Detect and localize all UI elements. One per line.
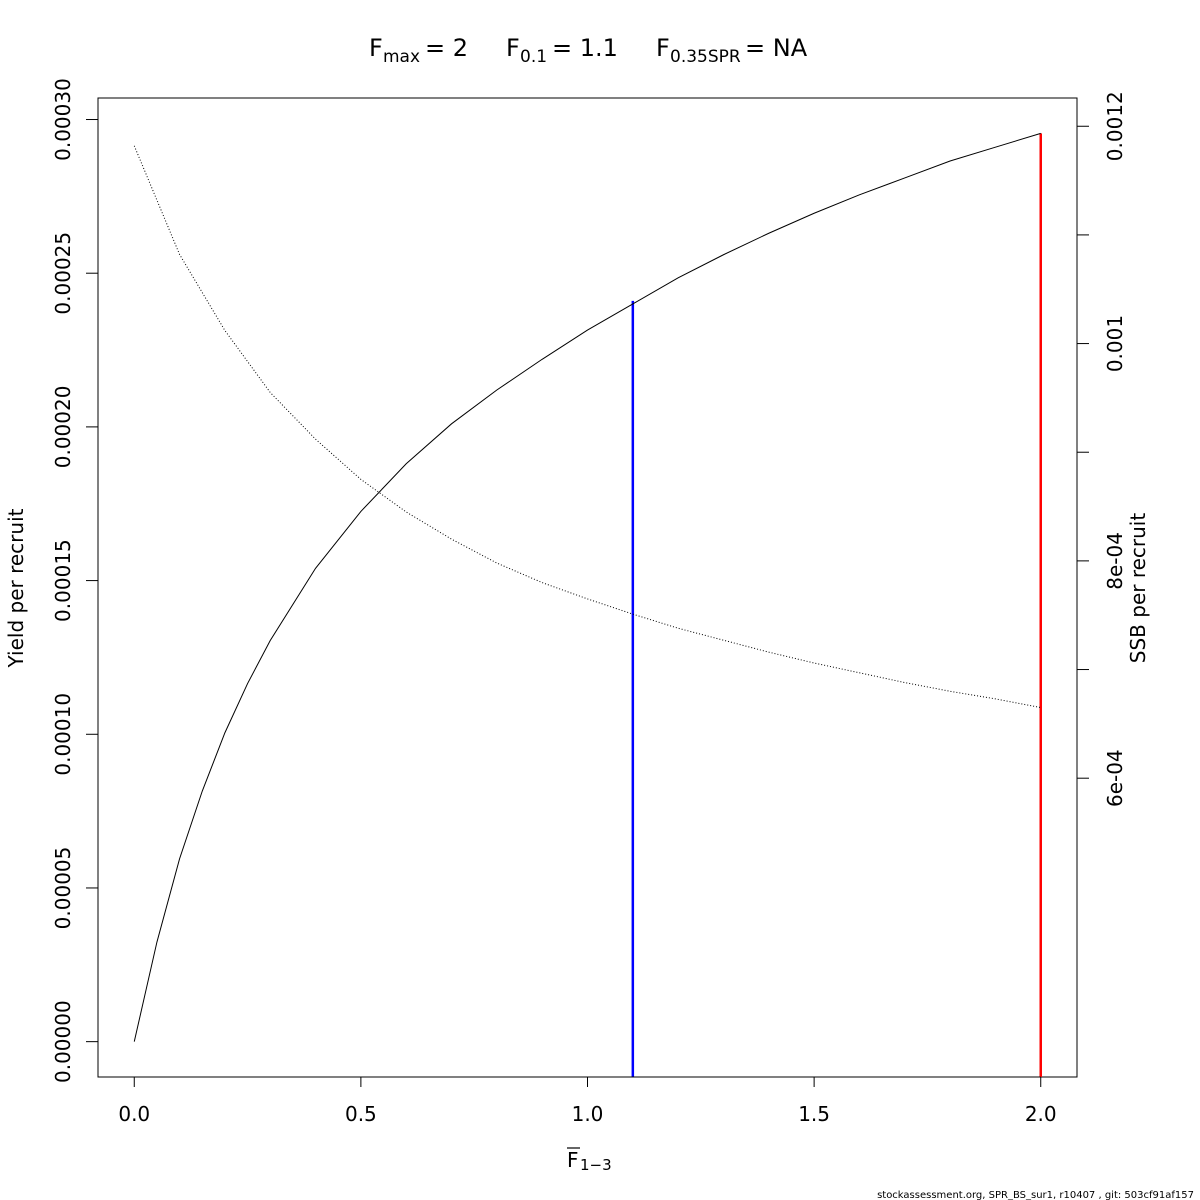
y-axis-right: 6e-04 8e-04 0.001 0.0012 (1076, 91, 1127, 807)
x-tick-label: 0.5 (345, 1102, 377, 1126)
y-tick-label: 0.00025 (51, 232, 75, 315)
title-fmax-symbol: F (369, 34, 383, 62)
title-f01-value: = 1.1 (552, 34, 618, 62)
title-fspr-value: = NA (745, 34, 808, 62)
title-fmax-sub: max (383, 47, 420, 67)
yield-per-recruit-line (133, 132, 1041, 1042)
y-tick-label: 0.00010 (51, 693, 75, 776)
x-axis-title-sub: 1−3 (580, 1156, 612, 1174)
plot-frame (97, 97, 1078, 1078)
x-axis-title: F 1−3 (567, 1147, 612, 1174)
y-tick-label: 0.00005 (51, 847, 75, 930)
y2-tick-label: 8e-04 (1103, 532, 1127, 590)
x-tick-label: 1.5 (798, 1102, 830, 1126)
x-tick-label: 2.0 (1025, 1102, 1057, 1126)
title-fspr-symbol: F (656, 34, 670, 62)
chart-title: F max = 2 F 0.1 = 1.1 F 0.35SPR = NA (369, 34, 808, 67)
y-tick-label: 0.00015 (51, 539, 75, 622)
x-tick-label: 0.0 (118, 1102, 150, 1126)
y2-tick-label: 6e-04 (1103, 749, 1127, 807)
x-tick-label: 1.0 (572, 1102, 604, 1126)
y-tick-label: 0.00030 (51, 78, 75, 161)
footer-note: stockassessment.org, SPR_BS_sur1, r10407… (877, 1190, 1194, 1200)
x-axis: 0.0 0.5 1.0 1.5 2.0 (118, 1076, 1057, 1126)
y-axis-title-left: Yield per recruit (4, 508, 28, 668)
title-fmax-value: = 2 (425, 34, 468, 62)
ssb-per-recruit-line (133, 145, 1041, 709)
x-axis-title-symbol: F (567, 1148, 579, 1172)
title-f01-symbol: F (506, 34, 520, 62)
y2-tick-label: 0.001 (1103, 315, 1127, 372)
y2-tick-label: 0.0012 (1103, 91, 1127, 161)
title-fspr-sub: 0.35SPR (670, 47, 741, 67)
y-tick-label: 0.00000 (51, 1000, 75, 1083)
y-axis-title-right: SSB per recruit (1126, 513, 1150, 664)
reference-lines (631, 133, 1042, 1077)
series-layer (133, 132, 1041, 1042)
y-tick-label: 0.00020 (51, 386, 75, 469)
title-f01-sub: 0.1 (520, 47, 547, 67)
y-axis-left: 0.00000 0.00005 0.00010 0.00015 0.00020 0.000… (51, 78, 99, 1083)
